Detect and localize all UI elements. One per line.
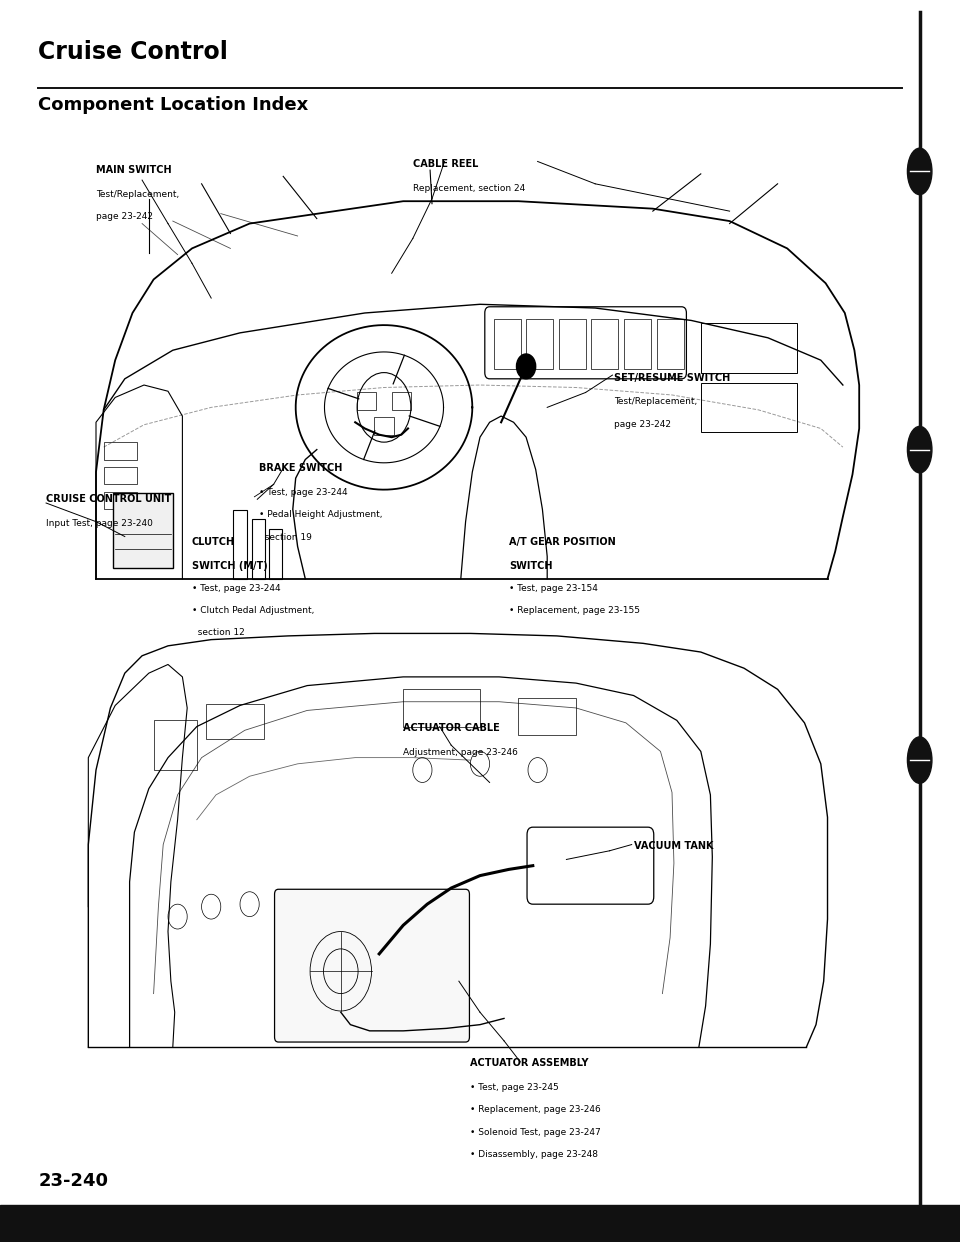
Bar bbox=[701, 383, 797, 432]
Text: section 19: section 19 bbox=[259, 533, 312, 542]
Text: VACUUM TANK: VACUUM TANK bbox=[634, 841, 713, 851]
Bar bbox=[252, 519, 265, 579]
Text: • Disassembly, page 23-248: • Disassembly, page 23-248 bbox=[470, 1150, 598, 1159]
Bar bbox=[526, 319, 553, 369]
Bar bbox=[104, 442, 137, 460]
Text: • Replacement, page 23-155: • Replacement, page 23-155 bbox=[509, 606, 639, 615]
Text: • Solenoid Test, page 23-247: • Solenoid Test, page 23-247 bbox=[470, 1128, 601, 1136]
Bar bbox=[104, 467, 137, 484]
Text: 23-240: 23-240 bbox=[38, 1172, 108, 1190]
Text: BRAKE SWITCH: BRAKE SWITCH bbox=[259, 463, 343, 473]
Text: • Pedal Height Adjustment,: • Pedal Height Adjustment, bbox=[259, 510, 383, 519]
Bar bbox=[518, 698, 576, 735]
Bar bbox=[233, 510, 247, 579]
Text: Input Test, page 23-240: Input Test, page 23-240 bbox=[46, 519, 153, 528]
Text: • Clutch Pedal Adjustment,: • Clutch Pedal Adjustment, bbox=[192, 606, 314, 615]
Text: page 23-242: page 23-242 bbox=[96, 212, 153, 221]
Text: CLUTCH: CLUTCH bbox=[192, 537, 235, 546]
Text: CRUISE CONTROL UNIT: CRUISE CONTROL UNIT bbox=[46, 494, 171, 504]
Bar bbox=[269, 529, 282, 579]
Bar bbox=[701, 323, 797, 373]
Text: page 23-242: page 23-242 bbox=[614, 420, 671, 428]
Text: Test/Replacement,: Test/Replacement, bbox=[614, 397, 698, 406]
Text: • Test, page 23-245: • Test, page 23-245 bbox=[470, 1083, 559, 1092]
Bar bbox=[657, 319, 684, 369]
FancyBboxPatch shape bbox=[275, 889, 469, 1042]
Ellipse shape bbox=[907, 737, 932, 784]
Text: ACTUATOR CABLE: ACTUATOR CABLE bbox=[403, 723, 500, 733]
Text: MAIN SWITCH: MAIN SWITCH bbox=[96, 165, 172, 175]
Text: SET/RESUME SWITCH: SET/RESUME SWITCH bbox=[614, 373, 731, 383]
Bar bbox=[559, 319, 586, 369]
Bar bbox=[0, 1205, 960, 1242]
Bar bbox=[591, 319, 618, 369]
Text: • Test, page 23-244: • Test, page 23-244 bbox=[192, 584, 280, 592]
Bar bbox=[374, 417, 394, 435]
Text: A/T GEAR POSITION: A/T GEAR POSITION bbox=[509, 537, 615, 546]
Text: SWITCH (M/T): SWITCH (M/T) bbox=[192, 561, 268, 571]
Text: section 12: section 12 bbox=[192, 628, 245, 637]
Bar bbox=[624, 319, 651, 369]
Circle shape bbox=[516, 354, 536, 379]
Text: Cruise Control: Cruise Control bbox=[38, 40, 228, 63]
Text: SWITCH: SWITCH bbox=[509, 561, 552, 571]
Ellipse shape bbox=[907, 426, 932, 473]
Text: CABLE REEL: CABLE REEL bbox=[413, 159, 478, 169]
Text: Test/Replacement,: Test/Replacement, bbox=[96, 190, 180, 199]
Bar bbox=[206, 704, 264, 739]
Text: Replacement, section 24: Replacement, section 24 bbox=[413, 184, 525, 193]
Text: carmanualsonline.info: carmanualsonline.info bbox=[672, 1223, 773, 1232]
Text: Component Location Index: Component Location Index bbox=[38, 96, 309, 113]
Bar bbox=[113, 493, 173, 568]
Text: • Test, page 23-244: • Test, page 23-244 bbox=[259, 488, 348, 497]
Text: ACTUATOR ASSEMBLY: ACTUATOR ASSEMBLY bbox=[470, 1058, 588, 1068]
Bar bbox=[357, 392, 376, 410]
Bar bbox=[403, 689, 480, 727]
Text: Adjustment, page 23-246: Adjustment, page 23-246 bbox=[403, 748, 518, 756]
Text: • Test, page 23-154: • Test, page 23-154 bbox=[509, 584, 598, 592]
Ellipse shape bbox=[907, 148, 932, 195]
Bar bbox=[154, 720, 197, 770]
Text: • Replacement, page 23-246: • Replacement, page 23-246 bbox=[470, 1105, 601, 1114]
Bar bbox=[104, 492, 137, 509]
Bar bbox=[494, 319, 521, 369]
Bar bbox=[392, 392, 411, 410]
